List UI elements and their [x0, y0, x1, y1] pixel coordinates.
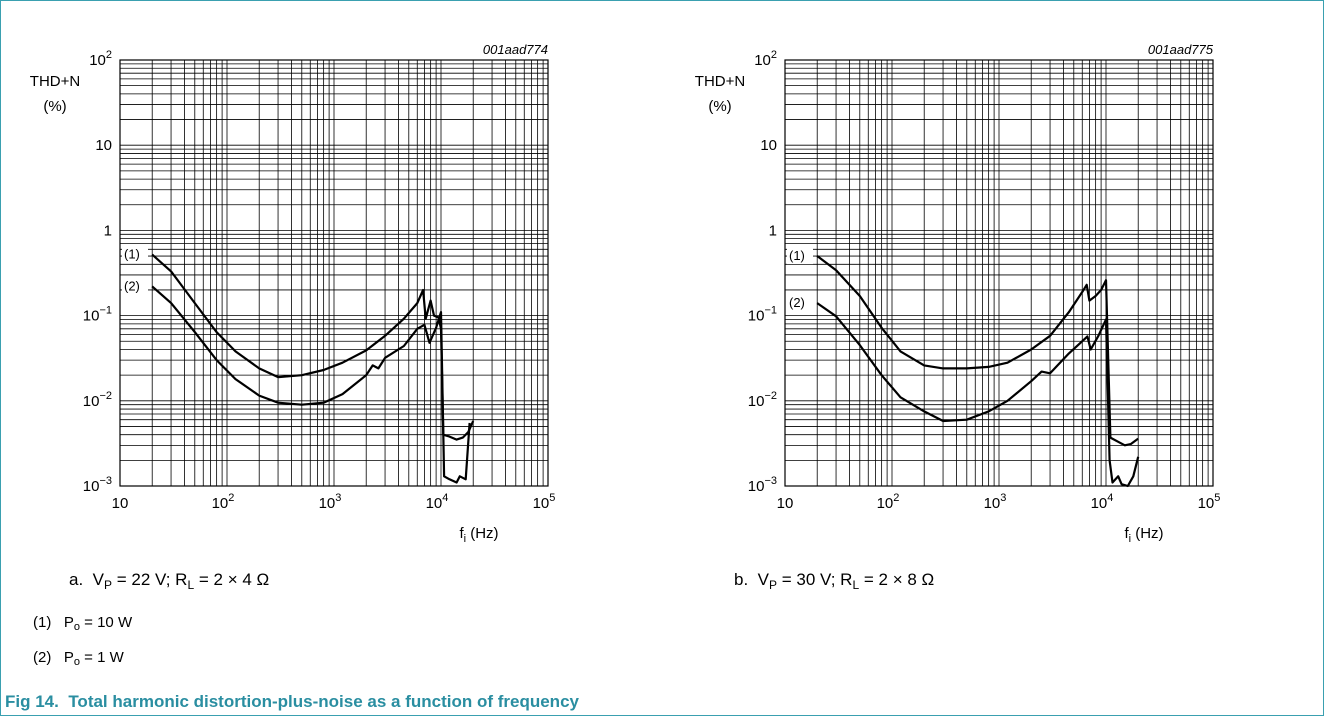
- note-1: (1) Po = 10 W: [33, 614, 133, 633]
- y-tick-label: 1: [104, 222, 112, 239]
- x-tick-label: 102: [877, 492, 900, 512]
- series-label-bg: [122, 276, 148, 295]
- y-axis-unit: (%): [43, 98, 66, 115]
- series-label-1: (1): [124, 247, 140, 262]
- figure-caption: Fig 14. Total harmonic distortion-plus-n…: [5, 692, 579, 712]
- plot-border: [119, 59, 549, 487]
- y-tick-label: 1: [769, 222, 777, 239]
- series-line-1: [151, 253, 475, 441]
- plot-border: [784, 59, 1214, 487]
- x-axis-label: fi (Hz): [459, 525, 498, 545]
- grid: [785, 60, 1213, 486]
- figure-code-label: 001aad775: [1148, 42, 1214, 57]
- series-line-2: [816, 302, 1140, 488]
- series-line-1: [816, 255, 1139, 447]
- thd-chart-b: 001aad775 10−3 10−2 10−1 1 10 102 10 102 103 104 10…: [695, 42, 1221, 545]
- x-tick-label: 103: [319, 492, 342, 512]
- series-label-bg: [122, 244, 148, 263]
- series-label-bg: [787, 293, 813, 312]
- series-label-2: (2): [789, 295, 805, 310]
- series-label-bg: [787, 246, 813, 265]
- x-tick-label: 104: [1091, 492, 1114, 512]
- y-tick-label: 10−3: [748, 475, 777, 495]
- subcaption-a: a. VP = 22 V; RL = 2 × 4 Ω: [69, 570, 270, 592]
- series-line-2: [151, 285, 471, 484]
- y-tick-label: 10−2: [748, 390, 777, 410]
- y-axis-label: THD+N: [695, 73, 745, 90]
- x-tick-label: 105: [1198, 492, 1221, 512]
- x-tick-label: 105: [533, 492, 556, 512]
- y-tick-label: 102: [754, 49, 777, 69]
- figure-code-label: 001aad774: [483, 42, 548, 57]
- x-axis-label: fi (Hz): [1124, 525, 1163, 545]
- series-label-2: (2): [124, 278, 140, 293]
- thd-chart-a: 001aad774 10−3 10−2 10−1 1 10 102 10 102 103 104 10…: [30, 42, 556, 545]
- note-2: (2) Po = 1 W: [33, 649, 124, 668]
- figure-title: Total harmonic distortion-plus-noise as …: [68, 692, 579, 711]
- x-tick-label: 10: [777, 495, 794, 512]
- x-tick-label: 103: [984, 492, 1007, 512]
- series-label-1: (1): [789, 248, 805, 263]
- y-tick-label: 10: [95, 137, 112, 154]
- y-tick-label: 10−3: [83, 475, 112, 495]
- subcaption-b: b. VP = 30 V; RL = 2 × 8 Ω: [734, 570, 935, 592]
- y-tick-label: 10−2: [83, 390, 112, 410]
- y-tick-label: 10−1: [83, 305, 112, 325]
- y-tick-label: 10: [760, 137, 777, 154]
- y-axis-label: THD+N: [30, 73, 80, 90]
- y-tick-label: 102: [89, 49, 112, 69]
- y-tick-label: 10−1: [748, 305, 777, 325]
- x-tick-label: 10: [112, 495, 129, 512]
- figure-label: Fig 14.: [5, 692, 59, 711]
- y-axis-unit: (%): [708, 98, 731, 115]
- x-tick-label: 104: [426, 492, 449, 512]
- x-tick-label: 102: [212, 492, 235, 512]
- grid: [120, 60, 548, 486]
